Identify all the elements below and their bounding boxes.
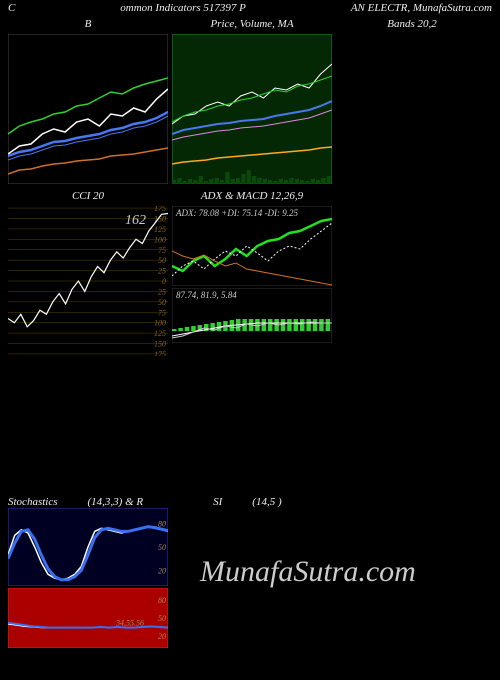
- chart-cci: 1751501251007550250255075100125150175162: [8, 206, 168, 356]
- svg-text:75: 75: [158, 308, 166, 317]
- header-right: AN ELECTR, MunafaSutra.com: [351, 2, 492, 14]
- stoch-label: Stochastics: [8, 496, 58, 508]
- svg-text:ADX: 78.08 +DI: 75.14 -DI:: ADX: 78.08 +DI: 75.14 -DI: 9.25: [175, 208, 299, 218]
- panelD-title: ADX & MACD 12,26,9: [172, 190, 332, 202]
- chart-price-volume: [172, 34, 332, 184]
- svg-text:20: 20: [158, 632, 166, 641]
- svg-text:87.74, 81.9, 5.84: 87.74, 81.9, 5.84: [176, 290, 237, 300]
- svg-text:150: 150: [154, 340, 166, 349]
- svg-text:50: 50: [158, 256, 166, 265]
- svg-text:75: 75: [158, 246, 166, 255]
- svg-text:50: 50: [158, 543, 166, 552]
- svg-text:80: 80: [158, 596, 166, 605]
- svg-text:175: 175: [154, 350, 166, 356]
- chart-macd: 87.74, 81.9, 5.84: [172, 288, 332, 343]
- panelB-title: Price, Volume, MA: [172, 18, 332, 30]
- svg-text:25: 25: [158, 267, 166, 276]
- svg-text:100: 100: [154, 235, 166, 244]
- panelC-title: CCI 20: [8, 190, 168, 202]
- svg-text:100: 100: [154, 319, 166, 328]
- watermark: MunafaSutra.com: [200, 555, 416, 589]
- svg-text:125: 125: [154, 225, 166, 234]
- chart-bollinger: [8, 34, 168, 184]
- svg-text:175: 175: [154, 206, 166, 213]
- header-mid: ommon Indicators 517397 P: [120, 2, 246, 14]
- chart-stochastics: 805020: [8, 508, 168, 586]
- rsi-label: SI: [213, 496, 222, 508]
- rsi-params: (14,5 ): [252, 496, 281, 508]
- svg-text:0: 0: [162, 277, 166, 286]
- svg-text:34,55.56: 34,55.56: [115, 619, 144, 628]
- svg-text:162: 162: [125, 213, 146, 228]
- svg-text:50: 50: [158, 298, 166, 307]
- page-header: C ommon Indicators 517397 P AN ELECTR, M…: [0, 0, 500, 16]
- svg-text:50: 50: [158, 614, 166, 623]
- panelA-title: B: [8, 18, 168, 30]
- stoch-params: (14,3,3) & R: [88, 496, 144, 508]
- svg-text:125: 125: [154, 329, 166, 338]
- chart-adx: ADX: 78.08 +DI: 75.14 -DI: 9.25: [172, 206, 332, 286]
- svg-text:25: 25: [158, 287, 166, 296]
- header-left: C: [8, 2, 15, 14]
- chart-rsi: 80 50 20 34,55.56: [8, 588, 168, 648]
- svg-text:20: 20: [158, 566, 166, 575]
- bands-label: Bands 20,2: [336, 18, 488, 30]
